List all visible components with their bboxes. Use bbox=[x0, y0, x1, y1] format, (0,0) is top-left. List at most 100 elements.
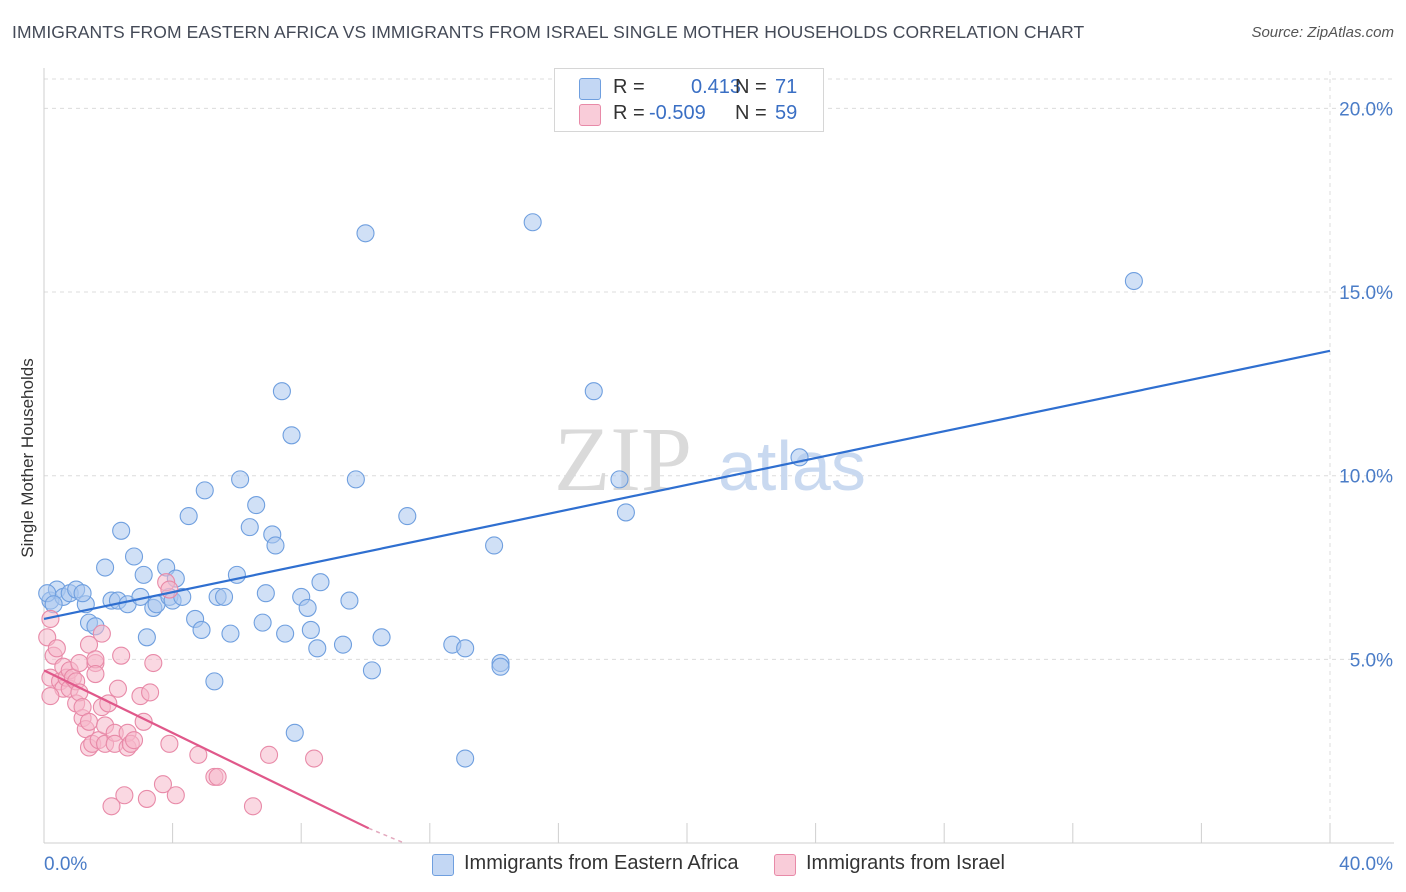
data-point-eastern-africa bbox=[340, 591, 359, 610]
legend-r-value: -0.509 bbox=[649, 102, 706, 124]
data-point-israel bbox=[115, 786, 134, 805]
data-point-israel bbox=[141, 683, 160, 702]
data-point-eastern-africa bbox=[205, 672, 224, 691]
data-point-eastern-africa bbox=[298, 598, 317, 617]
trend-lines bbox=[43, 349, 1331, 844]
data-point-israel bbox=[160, 580, 179, 599]
chart-source: Source: ZipAtlas.com bbox=[1251, 24, 1394, 41]
data-point-eastern-africa bbox=[311, 573, 330, 592]
data-point-israel bbox=[92, 624, 111, 643]
trend-line-eastern-africa bbox=[43, 349, 1331, 621]
data-point-eastern-africa bbox=[456, 639, 475, 658]
data-point-eastern-africa bbox=[1124, 271, 1143, 291]
legend-r-value: 0.413 bbox=[691, 76, 742, 98]
data-point-eastern-africa bbox=[346, 470, 365, 489]
data-point-eastern-africa bbox=[456, 749, 475, 768]
data-point-eastern-africa bbox=[301, 620, 320, 640]
data-point-eastern-africa bbox=[240, 518, 259, 537]
data-point-israel bbox=[137, 789, 156, 808]
axes bbox=[43, 68, 1394, 844]
chart-title: IMMIGRANTS FROM EASTERN AFRICA VS IMMIGR… bbox=[12, 22, 1085, 42]
data-point-eastern-africa bbox=[112, 521, 131, 540]
legend-n-label: N = bbox=[735, 76, 767, 98]
watermark-atlas: atlas bbox=[718, 427, 866, 505]
data-point-eastern-africa bbox=[96, 558, 115, 577]
series-israel bbox=[38, 573, 324, 816]
data-point-eastern-africa bbox=[308, 639, 327, 658]
data-point-eastern-africa bbox=[44, 595, 63, 614]
data-point-eastern-africa bbox=[362, 661, 381, 680]
data-point-eastern-africa bbox=[266, 536, 285, 555]
watermark-zip: ZIP bbox=[554, 408, 692, 510]
data-point-eastern-africa bbox=[398, 507, 417, 526]
data-point-eastern-africa bbox=[584, 382, 603, 401]
data-point-eastern-africa bbox=[221, 624, 240, 643]
correlation-legend: R = 0.413 N = 71 R = -0.509 N = 59 bbox=[554, 68, 824, 132]
data-point-eastern-africa bbox=[124, 547, 144, 566]
data-point-eastern-africa bbox=[137, 628, 156, 647]
data-point-israel bbox=[160, 734, 179, 753]
bottom-legend-label: Immigrants from Israel bbox=[806, 852, 1005, 874]
trend-line-israel-extension bbox=[368, 827, 405, 844]
data-point-israel bbox=[144, 653, 163, 673]
x-tick-label: 0.0% bbox=[44, 854, 87, 875]
legend-r-label: R = bbox=[613, 102, 645, 124]
watermark: ZIP atlas bbox=[554, 408, 866, 510]
data-point-eastern-africa bbox=[253, 613, 272, 632]
data-point-eastern-africa bbox=[214, 587, 234, 606]
legend-swatch-eastern-africa bbox=[579, 78, 601, 100]
y-tick-label: 5.0% bbox=[1350, 650, 1393, 671]
data-point-eastern-africa bbox=[134, 565, 153, 584]
data-point-israel bbox=[86, 664, 105, 684]
data-point-israel bbox=[79, 712, 99, 731]
data-point-eastern-africa bbox=[372, 628, 391, 647]
data-point-israel bbox=[47, 639, 66, 658]
data-point-israel bbox=[108, 679, 127, 698]
y-tick-label: 15.0% bbox=[1339, 283, 1393, 304]
data-point-israel bbox=[153, 775, 173, 794]
data-point-eastern-africa bbox=[485, 536, 504, 555]
bottom-legend-label: Immigrants from Eastern Africa bbox=[464, 852, 739, 874]
legend-n-value: 59 bbox=[775, 102, 798, 124]
data-point-israel bbox=[124, 731, 144, 750]
data-point-eastern-africa bbox=[523, 213, 542, 232]
data-point-israel bbox=[112, 646, 131, 665]
data-point-eastern-africa bbox=[192, 620, 211, 640]
data-point-eastern-africa bbox=[616, 503, 635, 522]
data-point-eastern-africa bbox=[247, 496, 266, 515]
y-tick-label: 10.0% bbox=[1339, 467, 1393, 488]
legend-swatch-israel bbox=[579, 104, 601, 126]
data-point-israel bbox=[70, 653, 89, 673]
data-point-eastern-africa bbox=[285, 723, 304, 742]
legend-n-value: 71 bbox=[775, 76, 798, 98]
bottom-legend-swatch-eastern-africa bbox=[432, 854, 454, 876]
data-point-israel bbox=[305, 749, 324, 768]
data-point-israel bbox=[259, 745, 279, 764]
data-point-eastern-africa bbox=[73, 584, 92, 603]
data-point-eastern-africa bbox=[195, 481, 214, 500]
data-point-eastern-africa bbox=[276, 624, 295, 643]
data-point-israel bbox=[102, 797, 121, 816]
x-tick-label: 40.0% bbox=[1339, 854, 1393, 875]
data-point-eastern-africa bbox=[256, 584, 275, 603]
bottom-legend-swatch-israel bbox=[774, 854, 796, 876]
data-point-israel bbox=[208, 767, 227, 786]
data-point-eastern-africa bbox=[231, 470, 250, 489]
legend-r-label: R = bbox=[613, 76, 645, 98]
data-point-eastern-africa bbox=[272, 382, 291, 401]
data-point-eastern-africa bbox=[356, 224, 375, 243]
data-point-eastern-africa bbox=[610, 470, 629, 489]
legend-n-label: N = bbox=[735, 102, 767, 124]
data-point-eastern-africa bbox=[491, 657, 510, 676]
data-point-israel bbox=[41, 609, 60, 628]
data-point-eastern-africa bbox=[179, 507, 198, 526]
series-eastern-africa bbox=[38, 213, 1143, 768]
data-point-israel bbox=[41, 687, 60, 706]
data-point-israel bbox=[166, 786, 185, 805]
data-point-israel bbox=[243, 797, 263, 816]
trend-line-israel bbox=[43, 669, 370, 830]
data-point-eastern-africa bbox=[282, 426, 301, 445]
tick-labels: 5.0% 10.0% 15.0% 20.0% 0.0% 40.0% bbox=[44, 99, 1393, 875]
data-point-eastern-africa bbox=[333, 635, 353, 654]
